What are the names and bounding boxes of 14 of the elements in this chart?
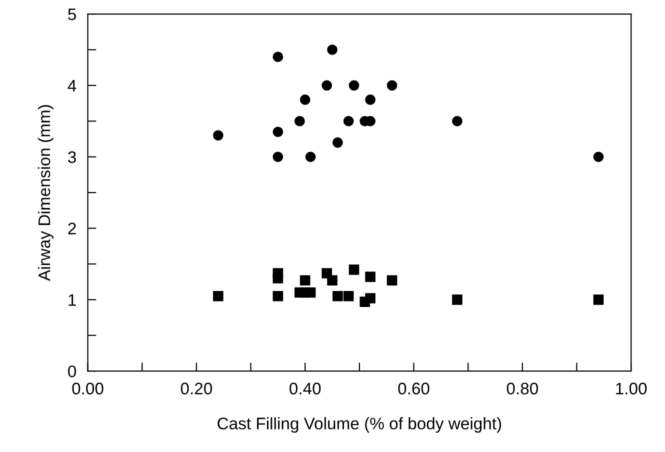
y-tick-label: 0 — [68, 365, 76, 378]
y-tick-label: 3 — [68, 151, 76, 164]
x-tick-label: 0.00 — [72, 382, 104, 394]
x-tick-label: 1.00 — [616, 382, 647, 394]
x-tick-label: 0.20 — [180, 382, 212, 394]
x-tick-label: 0.60 — [398, 382, 430, 394]
y-tick-label: 5 — [68, 8, 76, 20]
x-tick-label: 0.40 — [290, 382, 321, 394]
y-axis-title: Airway Dimension (mm) — [38, 105, 54, 281]
x-axis-title: Cast Filling Volume (% of body weight) — [218, 417, 502, 433]
y-tick-label: 2 — [68, 222, 76, 234]
y-tick-label: 1 — [68, 294, 76, 306]
y-tick-label: 4 — [68, 80, 76, 92]
x-tick-label: 0.80 — [506, 382, 538, 394]
